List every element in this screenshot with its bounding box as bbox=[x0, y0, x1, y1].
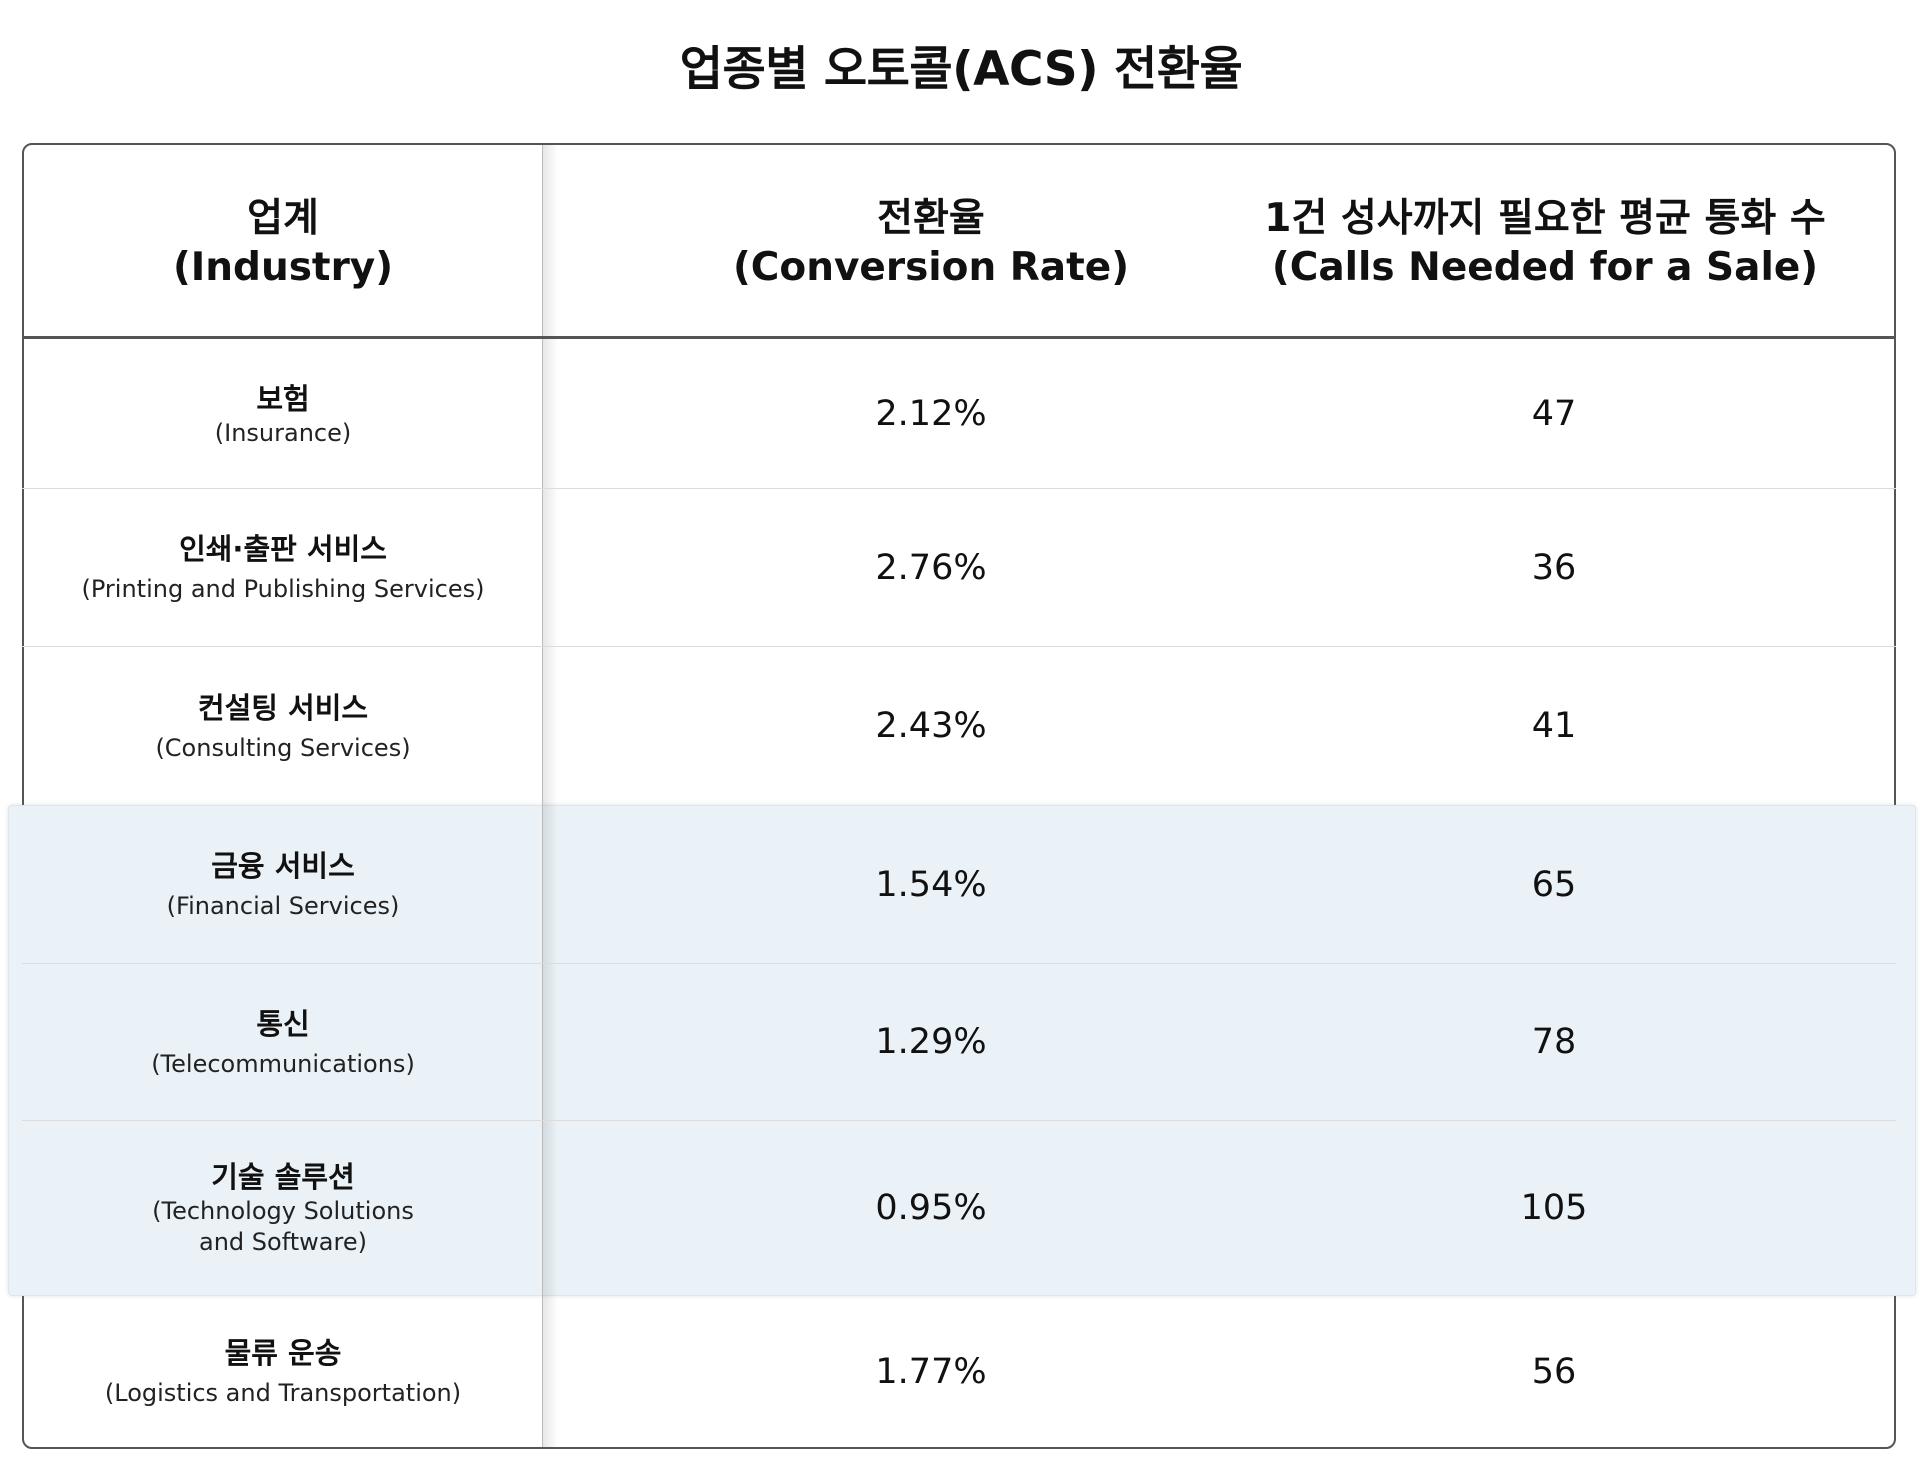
industry-name-en: (Insurance) bbox=[214, 418, 352, 447]
industry-name-en-line1: (Technology Solutions bbox=[152, 1197, 414, 1225]
table-row-industry: 보험 (Insurance) bbox=[24, 340, 542, 488]
industry-name-kr: 통신 bbox=[256, 1006, 310, 1041]
industry-name-en: (Printing and Publishing Services) bbox=[81, 575, 485, 603]
header-calls-kr: 1건 성사까지 필요한 평균 통화 수 bbox=[1264, 196, 1826, 241]
industry-name-en: (Logistics and Transportation) bbox=[104, 1379, 462, 1407]
conversion-rate-value: 1.54% bbox=[875, 864, 987, 905]
row-separator bbox=[22, 646, 1896, 647]
calls-needed-value: 105 bbox=[1520, 1188, 1588, 1228]
conversion-rate-cell: 2.12% bbox=[558, 340, 1304, 488]
calls-needed-cell: 65 bbox=[1304, 806, 1804, 963]
conversion-rate-cell: 1.54% bbox=[558, 806, 1304, 963]
calls-needed-cell: 47 bbox=[1304, 340, 1804, 488]
industry-name-kr: 기술 솔루션 bbox=[211, 1160, 355, 1194]
conversion-rate-value: 2.12% bbox=[875, 394, 987, 434]
conversion-rate-value: 2.76% bbox=[875, 547, 987, 588]
header-rate-en: (Conversion Rate) bbox=[732, 245, 1130, 290]
header-conversion-rate: 전환율 (Conversion Rate) bbox=[558, 150, 1304, 336]
highlighted-rows-band bbox=[8, 805, 1916, 1296]
header-separator bbox=[22, 336, 1896, 339]
page-title: 업종별 오토콜(ACS) 전환율 bbox=[679, 42, 1243, 97]
conversion-rate-cell: 2.43% bbox=[558, 647, 1304, 805]
conversion-rate-cell: 1.77% bbox=[558, 1296, 1304, 1447]
industry-name-kr: 금융 서비스 bbox=[211, 849, 355, 883]
table-row-industry: 물류 운송 (Logistics and Transportation) bbox=[24, 1296, 542, 1447]
calls-needed-cell: 78 bbox=[1304, 964, 1804, 1120]
conversion-rate-cell: 2.76% bbox=[558, 489, 1304, 646]
conversion-rate-value: 1.29% bbox=[875, 1022, 987, 1062]
calls-needed-value: 78 bbox=[1531, 1022, 1577, 1062]
column-divider-shadow bbox=[542, 145, 558, 1447]
calls-needed-value: 65 bbox=[1531, 864, 1577, 905]
calls-needed-value: 36 bbox=[1531, 547, 1577, 588]
table-row-industry: 인쇄·출판 서비스 (Printing and Publishing Servi… bbox=[24, 489, 542, 646]
header-rate-kr: 전환율 bbox=[877, 196, 985, 241]
table-row-industry: 통신 (Telecommunications) bbox=[24, 964, 542, 1120]
row-separator bbox=[22, 1120, 1896, 1121]
industry-name-kr: 인쇄·출판 서비스 bbox=[179, 532, 387, 566]
calls-needed-cell: 36 bbox=[1304, 489, 1804, 646]
column-divider-line bbox=[542, 145, 543, 1447]
header-calls-en: (Calls Needed for a Sale) bbox=[1271, 245, 1819, 290]
calls-needed-cell: 105 bbox=[1304, 1121, 1804, 1295]
industry-name-en-line2: and Software) bbox=[199, 1228, 367, 1256]
header-industry-en: (Industry) bbox=[172, 245, 394, 290]
industry-name-kr: 컨설팅 서비스 bbox=[197, 690, 369, 725]
row-separator bbox=[22, 488, 1896, 489]
calls-needed-value: 56 bbox=[1531, 1351, 1577, 1392]
conversion-rate-value: 0.95% bbox=[875, 1188, 987, 1228]
conversion-rate-value: 2.43% bbox=[875, 706, 987, 746]
table-row-industry: 기술 솔루션 (Technology Solutions and Softwar… bbox=[24, 1121, 542, 1295]
conversion-rate-cell: 0.95% bbox=[558, 1121, 1304, 1295]
industry-name-en: (Financial Services) bbox=[166, 892, 400, 920]
conversion-rate-cell: 1.29% bbox=[558, 964, 1304, 1120]
table-row-industry: 컨설팅 서비스 (Consulting Services) bbox=[24, 647, 542, 805]
table-row-industry: 금융 서비스 (Financial Services) bbox=[24, 806, 542, 963]
industry-name-kr: 보험 bbox=[256, 381, 310, 416]
calls-needed-value: 41 bbox=[1531, 706, 1577, 746]
calls-needed-cell: 56 bbox=[1304, 1296, 1804, 1447]
industry-name-kr: 물류 운송 bbox=[224, 1336, 342, 1370]
conversion-rate-value: 1.77% bbox=[875, 1351, 987, 1392]
row-separator bbox=[22, 963, 1896, 964]
calls-needed-cell: 41 bbox=[1304, 647, 1804, 805]
header-industry-kr: 업계 bbox=[247, 196, 319, 241]
industry-name-en: (Telecommunications) bbox=[151, 1049, 415, 1078]
industry-name-en: (Consulting Services) bbox=[155, 733, 411, 762]
calls-needed-value: 47 bbox=[1531, 394, 1577, 434]
header-industry: 업계 (Industry) bbox=[24, 150, 542, 336]
header-calls-needed: 1건 성사까지 필요한 평균 통화 수 (Calls Needed for a … bbox=[1230, 150, 1860, 336]
